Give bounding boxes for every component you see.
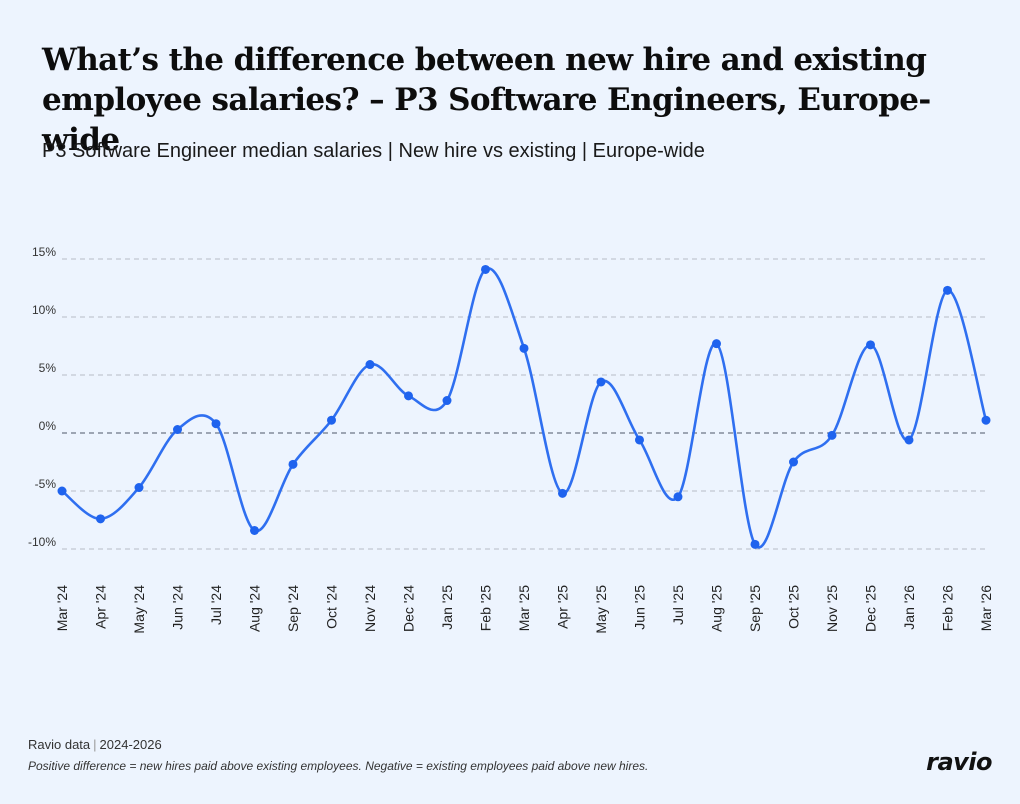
data-point: [211, 419, 221, 429]
x-tick-label: Jan '26: [901, 585, 917, 630]
x-tick-label: Feb '26: [940, 585, 956, 631]
y-tick-label: 10%: [32, 303, 56, 317]
data-point: [943, 285, 952, 295]
x-tick-label: Jul '25: [670, 585, 686, 625]
data-point: [981, 415, 991, 425]
data-point: [288, 459, 298, 469]
data-point: [365, 360, 375, 370]
y-tick-label: -5%: [35, 477, 57, 491]
footer-note: Positive difference = new hires paid abo…: [28, 759, 649, 773]
data-point: [173, 425, 182, 435]
data-point: [96, 514, 105, 524]
data-point: [712, 339, 721, 349]
data-point: [481, 264, 490, 274]
data-point: [827, 430, 837, 440]
y-tick-label: -10%: [28, 535, 56, 549]
source-label: Ravio data: [28, 737, 91, 752]
x-tick-label: Jun '25: [632, 585, 648, 630]
data-points: [57, 264, 991, 549]
source-separator: |: [93, 737, 97, 752]
data-point: [673, 492, 683, 502]
x-tick-label: Jun '24: [170, 585, 186, 630]
x-tick-label: May '24: [131, 585, 147, 634]
series-line: [60, 267, 988, 549]
data-point: [750, 539, 760, 549]
x-tick-label: Feb '25: [478, 585, 494, 631]
x-tick-label: Mar '26: [978, 585, 994, 631]
ravio-logo: ravio: [926, 748, 992, 776]
x-tick-label: Nov '25: [824, 585, 840, 632]
data-point: [57, 486, 67, 496]
data-point: [404, 391, 413, 401]
x-tick-label: Oct '25: [786, 585, 802, 629]
x-tick-label: Sep '24: [285, 585, 301, 632]
footer-source: Ravio data | 2024-2026: [28, 737, 162, 752]
y-tick-label: 5%: [39, 361, 57, 375]
x-axis-ticks: Mar '24 Apr '24 May '24 Jun '24 Jul '24 Aug '…: [54, 585, 994, 634]
x-tick-label: Apr '24: [93, 585, 109, 629]
data-point: [134, 483, 144, 493]
x-tick-label: Oct '24: [324, 585, 340, 629]
x-tick-label: Aug '24: [247, 585, 263, 632]
data-point: [904, 435, 914, 445]
x-tick-label: Jul '24: [208, 585, 224, 625]
x-tick-label: Mar '24: [54, 585, 70, 631]
data-point: [789, 457, 798, 467]
data-point: [442, 396, 452, 406]
data-point: [250, 525, 259, 535]
x-tick-label: Apr '25: [555, 585, 571, 629]
x-tick-label: Aug '25: [709, 585, 725, 632]
data-point: [635, 435, 644, 445]
y-tick-label: 0%: [39, 419, 57, 433]
y-tick-label: 15%: [32, 245, 56, 259]
y-axis-ticks: 15% 10% 5% 0% -5% -10%: [28, 245, 56, 549]
series-line-group: [60, 267, 988, 549]
data-point: [596, 377, 606, 387]
data-point: [327, 415, 336, 425]
chart-subtitle: P3 Software Engineer median salaries | N…: [42, 140, 705, 162]
data-point: [866, 340, 875, 350]
x-tick-label: Jan '25: [439, 585, 455, 630]
x-tick-label: Dec '25: [863, 585, 879, 632]
x-tick-label: May '25: [593, 585, 609, 634]
x-tick-label: Mar '25: [516, 585, 532, 631]
grid-lines: [62, 258, 986, 550]
data-point: [558, 488, 567, 498]
chart-title: What’s the difference between new hire a…: [42, 42, 931, 158]
x-tick-label: Nov '24: [362, 585, 378, 632]
x-tick-label: Dec '24: [401, 585, 417, 632]
data-point: [519, 343, 529, 353]
source-years: 2024-2026: [99, 737, 162, 752]
x-tick-label: Sep '25: [747, 585, 763, 632]
